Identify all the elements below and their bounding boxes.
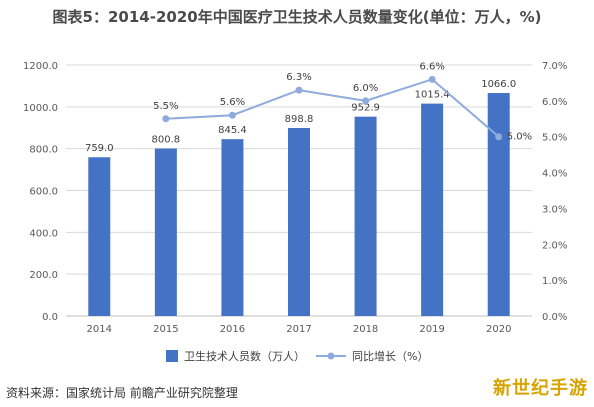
y-right-tick-label: 6.0%	[542, 97, 567, 108]
bar-data-label: 800.8	[152, 134, 181, 145]
y-left-tick-label: 0.0	[42, 312, 58, 323]
x-tick-label: 2020	[486, 324, 511, 335]
growth-data-label: 6.3%	[286, 72, 311, 83]
growth-point	[162, 115, 170, 123]
bar-data-label: 1015.4	[415, 90, 450, 101]
y-right-tick-label: 7.0%	[542, 61, 567, 72]
y-right-tick-label: 1.0%	[542, 276, 567, 287]
y-right-tick-label: 5.0%	[542, 133, 567, 144]
y-right-tick-label: 3.0%	[542, 204, 567, 215]
legend-label-line: 同比增长（%）	[352, 349, 428, 363]
y-left-tick-label: 800.0	[29, 145, 58, 156]
y-left-tick-label: 1000.0	[23, 103, 58, 114]
bar	[88, 157, 111, 316]
bar	[354, 116, 377, 316]
y-left-tick-label: 200.0	[29, 270, 58, 281]
growth-data-label: 6.6%	[419, 61, 444, 72]
legend-label-bar: 卫生技术人员数（万人）	[184, 349, 305, 363]
growth-data-label: 5.5%	[153, 101, 178, 112]
growth-point	[362, 97, 370, 105]
y-right-tick-label: 0.0%	[542, 312, 567, 323]
bar-data-label: 1066.0	[481, 79, 516, 90]
bar-data-label: 898.8	[285, 114, 314, 125]
growth-point	[495, 133, 503, 141]
bar-data-label: 952.9	[351, 103, 380, 114]
bar	[154, 148, 177, 316]
growth-point	[295, 86, 303, 94]
legend-swatch-bar	[166, 350, 178, 362]
growth-point	[228, 111, 236, 119]
bar	[288, 128, 310, 316]
y-left-tick-label: 600.0	[29, 187, 58, 198]
y-right-tick-label: 4.0%	[542, 169, 567, 180]
legend-swatch-line-marker	[327, 352, 335, 360]
x-tick-label: 2014	[87, 324, 112, 335]
growth-line	[165, 78, 500, 138]
x-tick-label: 2019	[419, 324, 444, 335]
y-left-tick-label: 400.0	[29, 228, 58, 239]
x-tick-label: 2018	[353, 324, 378, 335]
growth-data-label: 5.0%	[507, 132, 532, 143]
y-right-tick-label: 2.0%	[542, 240, 567, 251]
bar	[221, 139, 244, 316]
growth-data-label: 5.6%	[220, 97, 245, 108]
y-left-tick-label: 1200.0	[23, 61, 58, 72]
bar-data-label: 845.4	[218, 125, 247, 136]
corner-watermark-logo: 新世纪手游	[493, 378, 588, 399]
x-tick-label: 2017	[286, 324, 311, 335]
bar-data-label: 759.0	[85, 143, 114, 154]
growth-data-label: 6.0%	[353, 83, 378, 94]
x-tick-label: 2016	[220, 324, 245, 335]
growth-point	[428, 75, 436, 83]
chart-title: 图表5：2014-2020年中国医疗卫生技术人员数量变化(单位：万人，%)	[52, 8, 542, 26]
bar	[487, 93, 510, 316]
bar	[421, 103, 444, 316]
source-note: 资料来源：国家统计局 前瞻产业研究院整理	[6, 386, 238, 400]
x-tick-label: 2015	[153, 324, 178, 335]
